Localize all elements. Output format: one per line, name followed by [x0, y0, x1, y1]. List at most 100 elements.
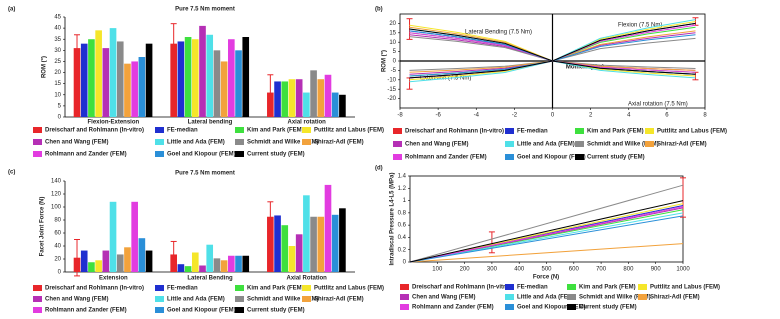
legend-swatch	[505, 294, 514, 300]
legend-label: Little and Ada (FEM)	[517, 295, 575, 301]
y-tick-label: 10	[389, 40, 396, 46]
series-line	[409, 184, 684, 263]
panel-label: (b)	[375, 7, 383, 13]
bar	[317, 79, 325, 117]
legend-swatch	[33, 139, 42, 145]
bar	[191, 252, 199, 272]
x-tick-label: -4	[474, 113, 480, 119]
x-tick-label: Axial rotation	[287, 120, 326, 126]
legend-swatch	[567, 304, 576, 310]
x-tick-label: 800	[623, 267, 634, 273]
bar	[324, 184, 332, 272]
bar	[288, 79, 296, 117]
x-tick-label: 400	[514, 267, 525, 273]
x-tick-label: Axial Rotation	[286, 276, 327, 282]
legend-swatch	[155, 139, 164, 145]
legend-swatch	[155, 307, 164, 313]
legend-swatch	[645, 128, 654, 134]
y-tick-label: 0.2	[398, 247, 407, 253]
y-tick-label: 1	[403, 198, 407, 204]
legend-swatch	[567, 284, 576, 290]
bar	[184, 266, 192, 272]
bar	[102, 250, 110, 272]
bar	[138, 57, 146, 117]
chart-title: Pure 7.5 Nm moment	[175, 7, 235, 13]
y-tick-label: 30	[54, 48, 61, 54]
legend-label: FE-median	[517, 129, 548, 135]
y-tick-label: -15	[387, 87, 396, 93]
legend-label: Schmidt and Wilke (FEM)	[247, 297, 319, 303]
legend-label: Current study (FEM)	[587, 155, 645, 161]
legend-label: Kim and Park (FEM)	[247, 128, 304, 134]
y-tick-label: 0	[58, 270, 62, 276]
annotation: Axial rotation (7.5 Nm)	[628, 102, 688, 108]
legend-swatch	[302, 296, 311, 302]
bar	[267, 216, 274, 272]
y-axis-label: ROM (°)	[382, 50, 388, 72]
legend-swatch	[638, 284, 647, 290]
x-tick-label: 200	[460, 267, 471, 273]
legend-label: Chen and Wang (FEM)	[45, 297, 108, 303]
bar	[339, 94, 346, 117]
bar	[242, 255, 250, 272]
bar	[80, 43, 88, 117]
x-tick-label: 600	[569, 267, 580, 273]
legend-label: Goel and Kiopour (FEM)	[167, 308, 236, 314]
legend-label: Current study (FEM)	[247, 152, 305, 158]
legend-label: Dreischarf and Rohlmann (In-vitro)	[412, 285, 511, 291]
legend-swatch	[33, 127, 42, 133]
bar	[295, 79, 303, 117]
x-tick-label: 100	[432, 267, 443, 273]
bar	[281, 81, 289, 117]
y-tick-label: 40	[54, 26, 61, 32]
legend-label: Rohlmann and Zander (FEM)	[412, 305, 494, 311]
x-tick-label: 900	[651, 267, 662, 273]
bar	[145, 250, 153, 272]
x-axis-label: Force (N)	[533, 275, 559, 281]
y-tick-label: 0	[393, 59, 397, 65]
series-line	[409, 243, 684, 263]
bar	[88, 262, 95, 272]
y-tick-label: 20	[54, 70, 61, 76]
legend-swatch	[400, 294, 409, 300]
legend-swatch	[235, 285, 244, 291]
panel-label: (a)	[8, 7, 15, 13]
chart-title: Pure 7.5 Nm moment	[175, 171, 235, 177]
legend-swatch	[505, 154, 514, 160]
legend-swatch	[33, 285, 42, 291]
bar	[339, 208, 346, 272]
x-tick-label: 500	[541, 267, 552, 273]
y-tick-label: 25	[54, 59, 61, 65]
legend-label: Puttlitz and Labus (FEM)	[657, 129, 727, 135]
annotation: Lateral Bending (7.5 Nm)	[465, 30, 532, 36]
bar	[228, 39, 235, 117]
legend-swatch	[33, 296, 42, 302]
legend-swatch	[393, 128, 402, 134]
legend-label: Shirazi-Adl (FEM)	[314, 297, 364, 303]
legend-swatch	[400, 304, 409, 310]
legend-swatch	[302, 285, 311, 291]
bar	[95, 260, 102, 272]
x-tick-label: 2	[589, 113, 593, 119]
x-tick-label: Flexion-Extension	[87, 120, 139, 126]
bar	[138, 238, 146, 272]
x-tick-label: 8	[703, 113, 707, 119]
y-tick-label: 0.8	[398, 210, 407, 216]
legend-swatch	[235, 296, 244, 302]
legend-label: Little and Ada (FEM)	[517, 142, 575, 148]
legend-swatch	[235, 307, 244, 313]
bar	[235, 50, 242, 118]
legend-label: Kim and Park (FEM)	[587, 129, 644, 135]
legend-swatch	[567, 294, 576, 300]
bar	[131, 201, 138, 272]
legend-swatch	[155, 127, 164, 133]
legend-label: Dreischarf and Rohlmann (In-vitro)	[405, 129, 504, 135]
legend-label: Goel and Kiopour (FEM)	[517, 155, 586, 161]
x-tick-label: 700	[596, 267, 607, 273]
legend-label: Rohlmann and Zander (FEM)	[405, 155, 487, 161]
legend-swatch	[235, 139, 244, 145]
legend-swatch	[155, 151, 164, 157]
legend-label: Kim and Park (FEM)	[247, 286, 304, 292]
series-line	[409, 200, 684, 263]
